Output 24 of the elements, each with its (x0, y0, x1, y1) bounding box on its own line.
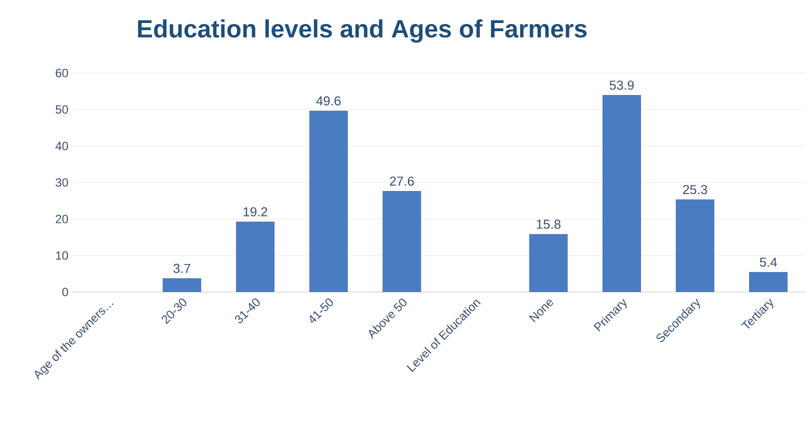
bar (309, 110, 348, 292)
bar (382, 191, 422, 292)
data-label: 3.7 (173, 264, 190, 273)
y-tick-label: 0 (62, 288, 68, 296)
y-tick-label: 40 (55, 142, 68, 150)
data-label: 25.3 (683, 184, 708, 194)
data-label: 5.4 (760, 258, 777, 267)
data-label: 27.6 (390, 176, 414, 186)
y-tick-label: 30 (56, 178, 68, 187)
bar (236, 222, 274, 292)
y-tick-label: 60 (56, 68, 68, 78)
bar (529, 234, 568, 292)
y-tick-label: 50 (56, 105, 68, 114)
data-label: 19.2 (244, 207, 268, 216)
data-label: 53.9 (610, 80, 634, 90)
bar (749, 272, 788, 292)
y-tick-label: 20 (56, 214, 68, 224)
y-tick-label: 10 (56, 251, 68, 260)
bar (676, 199, 714, 292)
bar (162, 278, 201, 292)
data-label: 49.6 (316, 96, 341, 106)
bar (602, 95, 641, 292)
chart-title: Education levels and Ages of Farmers (138, 19, 587, 43)
data-label: 15.8 (536, 220, 560, 229)
